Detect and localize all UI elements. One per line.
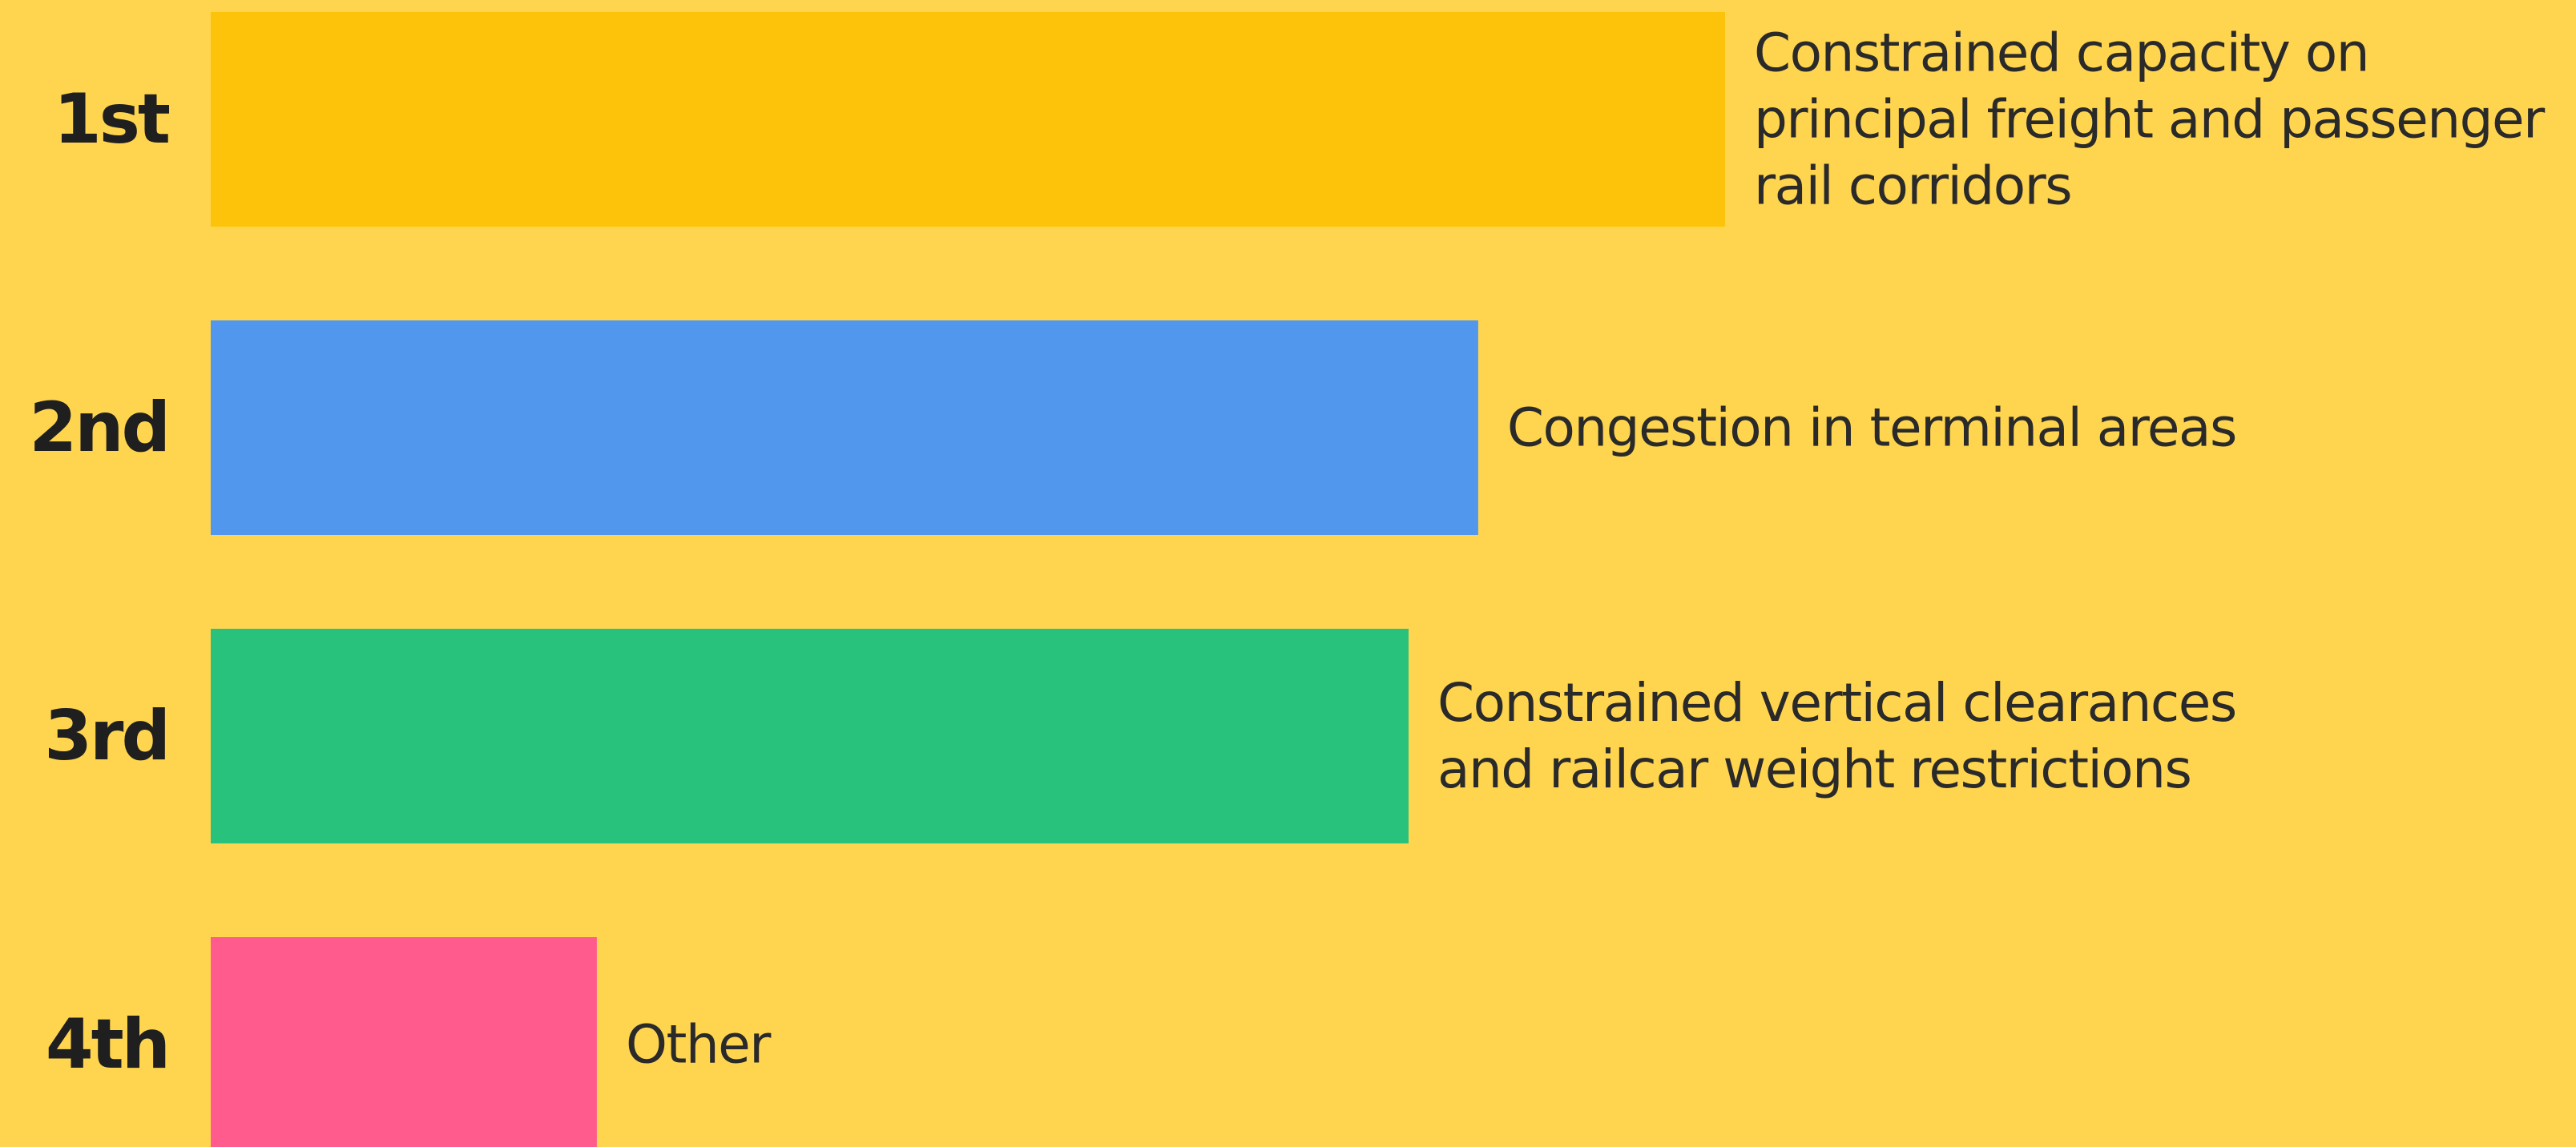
bar-label-line: Constrained vertical clearances bbox=[1437, 672, 2236, 734]
bar-label-line: principal freight and passenger bbox=[1754, 89, 2546, 151]
bar-1st bbox=[211, 12, 1725, 227]
bar-label-2nd: Congestion in terminal areas bbox=[1507, 397, 2236, 459]
bar-label-3rd: Constrained vertical clearances and railc… bbox=[1437, 672, 2236, 800]
bar-2nd bbox=[211, 320, 1478, 535]
bar-label-line: and railcar weight restrictions bbox=[1437, 739, 2191, 800]
bar-label-line: rail corridors bbox=[1754, 155, 2071, 217]
bar-label-line: Constrained capacity on bbox=[1754, 22, 2368, 84]
bar-4th bbox=[211, 937, 597, 1147]
rank-label-4th: 4th bbox=[46, 1004, 168, 1085]
bar-label-4th: Other bbox=[626, 1014, 772, 1076]
rank-label-3rd: 3rd bbox=[44, 696, 168, 776]
bar-label-line: Congestion in terminal areas bbox=[1507, 397, 2236, 459]
bar-3rd bbox=[211, 629, 1409, 843]
rank-label-2nd: 2nd bbox=[29, 388, 168, 468]
rank-label-1st: 1st bbox=[54, 79, 170, 159]
bar-label-line: Other bbox=[626, 1014, 772, 1076]
bar-label-1st: Constrained capacity on principal freight… bbox=[1754, 22, 2546, 217]
